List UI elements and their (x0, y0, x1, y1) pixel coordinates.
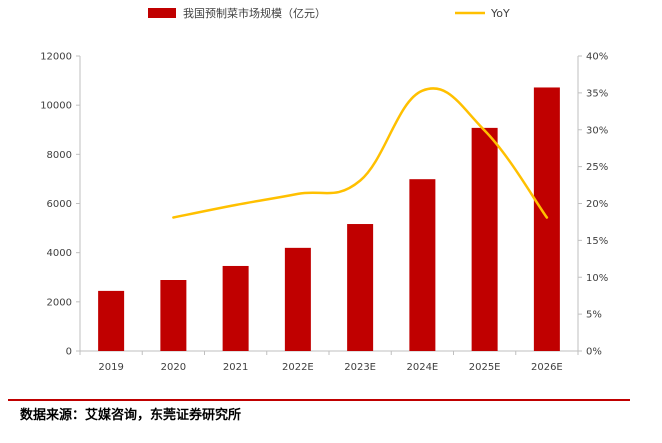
bar (533, 87, 560, 351)
y-right-tick-label: 35% (586, 88, 608, 99)
y-left-tick-label: 4000 (47, 248, 72, 259)
bar (471, 127, 498, 351)
line-path (172, 87, 549, 219)
bar (222, 265, 249, 351)
bar (347, 224, 374, 351)
line-point (297, 193, 298, 194)
line-point (360, 180, 361, 181)
x-tick-label: 2023E (344, 362, 376, 373)
y-right-tick-label: 5% (586, 310, 602, 321)
legend: 我国预制菜市场规模（亿元） YoY (148, 6, 510, 20)
y-right-tick-label: 40% (586, 52, 608, 63)
bar (160, 280, 187, 351)
line-point (173, 217, 174, 218)
legend-swatch-bar (148, 8, 176, 18)
x-tick-label: 2022E (282, 362, 314, 373)
legend-label-bar: 我国预制菜市场规模（亿元） (183, 6, 326, 20)
y-right-tick-label: 30% (586, 125, 608, 136)
line-point (422, 90, 423, 91)
y-left-tick-label: 6000 (47, 199, 72, 210)
bar (284, 247, 311, 351)
y-left-tick-label: 0 (66, 347, 72, 358)
x-tick-label: 2020 (161, 362, 186, 373)
x-tick-label: 2026E (531, 362, 563, 373)
x-tick-label: 2019 (98, 362, 123, 373)
x-tick-label: 2024E (406, 362, 438, 373)
legend-label-line: YoY (490, 7, 510, 20)
y-left-tick-label: 2000 (47, 297, 72, 308)
x-tick-label: 2025E (469, 362, 501, 373)
line-point (484, 130, 485, 131)
x-tick-label: 2021 (223, 362, 248, 373)
y-right-tick-label: 25% (586, 162, 608, 173)
y-left-tick-label: 8000 (47, 150, 72, 161)
y-right-tick-label: 15% (586, 236, 608, 247)
bar (98, 290, 125, 351)
axes: 0 2000 4000 6000 8000 10000 12000 0% 5% 10% 15% 20%… (40, 52, 608, 374)
bar (409, 179, 436, 351)
y-left-tick-label: 12000 (40, 52, 72, 63)
y-left-tick-label: 10000 (40, 101, 72, 112)
chart: 我国预制菜市场规模（亿元） YoY 0 2000 4000 6000 8000 10000 1… (40, 6, 608, 374)
line-point (546, 217, 547, 218)
source-note: 数据来源：艾媒咨询，东莞证券研究所 (20, 408, 242, 423)
source-divider (8, 399, 630, 401)
line-point (235, 204, 236, 205)
line-series (172, 87, 549, 219)
y-right-tick-label: 0% (586, 347, 602, 358)
y-right-tick-label: 10% (586, 273, 608, 284)
bar-series (98, 87, 560, 351)
y-right-tick-label: 20% (586, 199, 608, 210)
